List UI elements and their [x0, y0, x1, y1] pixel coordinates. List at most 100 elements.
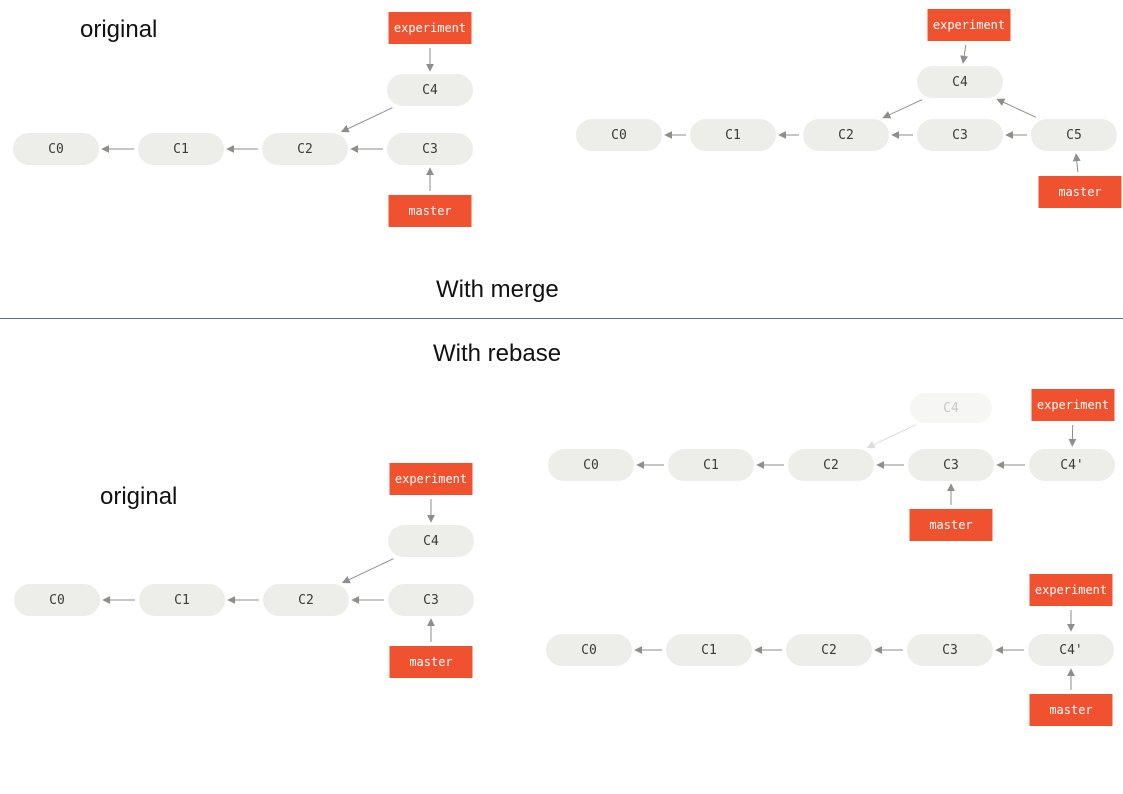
arrow-a-c4-to-c2: [340, 107, 393, 133]
commit-d-c3: C3: [908, 449, 994, 481]
arrow-b-c4-to-c2: [882, 99, 923, 119]
node-label: C2: [298, 593, 314, 608]
branch-label-box: [1029, 574, 1113, 606]
node-label: C4: [952, 75, 968, 90]
commit-pill: [262, 133, 348, 165]
node-label: C4: [943, 401, 959, 416]
branch-label-box: [389, 463, 473, 495]
commit-b-c5: C5: [1031, 119, 1117, 151]
with-rebase-heading: With rebase: [433, 340, 562, 367]
commit-pill: [803, 119, 889, 151]
commit-pill: [908, 449, 994, 481]
commit-c-c3: C3: [388, 584, 474, 616]
commit-a-c4: C4: [387, 74, 473, 106]
node-label: C2: [838, 128, 854, 143]
branch-label-box: [1029, 694, 1113, 726]
commit-e-c3: C3: [907, 634, 993, 666]
commit-pill: [668, 449, 754, 481]
commit-b-c1: C1: [690, 119, 776, 151]
arrow-d-c4-to-c2: [866, 424, 917, 449]
with-merge-heading: With merge: [436, 276, 559, 303]
nodes-layer: C0 C1 C2 C3 C4 experiment master C0 C1 C2 C3 C4 C5 ex…: [13, 9, 1122, 726]
commit-b-c4: C4: [917, 66, 1003, 98]
commit-pill: [917, 66, 1003, 98]
commit-e-c1: C1: [666, 634, 752, 666]
node-label: master: [408, 204, 451, 218]
node-label: experiment: [394, 21, 466, 35]
commit-e-c0: C0: [546, 634, 632, 666]
commit-a-c0: C0: [13, 133, 99, 165]
node-label: experiment: [933, 18, 1005, 32]
node-label: C0: [583, 458, 599, 473]
commit-d-c0: C0: [548, 449, 634, 481]
commit-c-c0: C0: [14, 584, 100, 616]
node-label: C0: [581, 643, 597, 658]
commit-pill: [139, 584, 225, 616]
node-label: C3: [943, 458, 959, 473]
commit-c-c4: C4: [388, 525, 474, 557]
branch-b-experiment: experiment: [927, 9, 1011, 41]
commit-pill: [1028, 634, 1114, 666]
commit-e-c2: C2: [786, 634, 872, 666]
commit-a-c1: C1: [138, 133, 224, 165]
commit-pill: [13, 133, 99, 165]
node-label: C1: [701, 643, 717, 658]
commit-pill: [690, 119, 776, 151]
branch-label-box: [1031, 389, 1115, 421]
node-label: C5: [1066, 128, 1082, 143]
node-label: C1: [725, 128, 741, 143]
node-label: C1: [703, 458, 719, 473]
commit-b-c3: C3: [917, 119, 1003, 151]
branch-d-master: master: [909, 509, 993, 541]
commit-pill: [387, 74, 473, 106]
node-label: C0: [49, 593, 65, 608]
arrow-b-experiment-to-c4: [960, 44, 969, 64]
node-label: C4: [422, 83, 438, 98]
commit-pill: [14, 584, 100, 616]
commit-pill: [910, 393, 992, 423]
branch-label-box: [909, 509, 993, 541]
commit-a-c3: C3: [387, 133, 473, 165]
arrow-b-c5-to-c4: [996, 98, 1037, 118]
commit-pill: [387, 133, 473, 165]
original-heading-bottom: original: [100, 483, 178, 510]
branch-label-box: [1038, 176, 1122, 208]
node-label: C1: [173, 142, 189, 157]
branch-label-box: [389, 646, 473, 678]
branch-b-master: master: [1038, 176, 1122, 208]
commit-pill: [546, 634, 632, 666]
branch-e-experiment: experiment: [1029, 574, 1113, 606]
branch-a-master: master: [388, 195, 472, 227]
commit-pill: [917, 119, 1003, 151]
commit-d-c4-faded: C4: [910, 393, 992, 423]
node-label: experiment: [1035, 583, 1107, 597]
node-label: master: [1058, 185, 1101, 199]
commit-pill: [576, 119, 662, 151]
node-label: C3: [942, 643, 958, 658]
commit-b-c0: C0: [576, 119, 662, 151]
node-label: C0: [611, 128, 627, 143]
node-label: C2: [821, 643, 837, 658]
commit-pill: [388, 525, 474, 557]
node-label: C2: [823, 458, 839, 473]
commit-pill: [138, 133, 224, 165]
branch-e-master: master: [1029, 694, 1113, 726]
branch-a-experiment: experiment: [388, 12, 472, 44]
commit-pill: [666, 634, 752, 666]
commit-pill: [1029, 449, 1115, 481]
branch-label-box: [388, 195, 472, 227]
branch-label-box: [927, 9, 1011, 41]
commit-d-c4-prime: C4': [1029, 449, 1115, 481]
node-label: C4: [423, 534, 439, 549]
node-label: C0: [48, 142, 64, 157]
commit-pill: [788, 449, 874, 481]
node-label: master: [1049, 703, 1092, 717]
arrow-b-master-to-c5: [1072, 153, 1081, 173]
node-label: experiment: [395, 472, 467, 486]
node-label: C4': [1059, 643, 1082, 658]
node-label: C3: [422, 142, 438, 157]
commit-pill: [907, 634, 993, 666]
node-label: C2: [297, 142, 313, 157]
node-label: C1: [174, 593, 190, 608]
